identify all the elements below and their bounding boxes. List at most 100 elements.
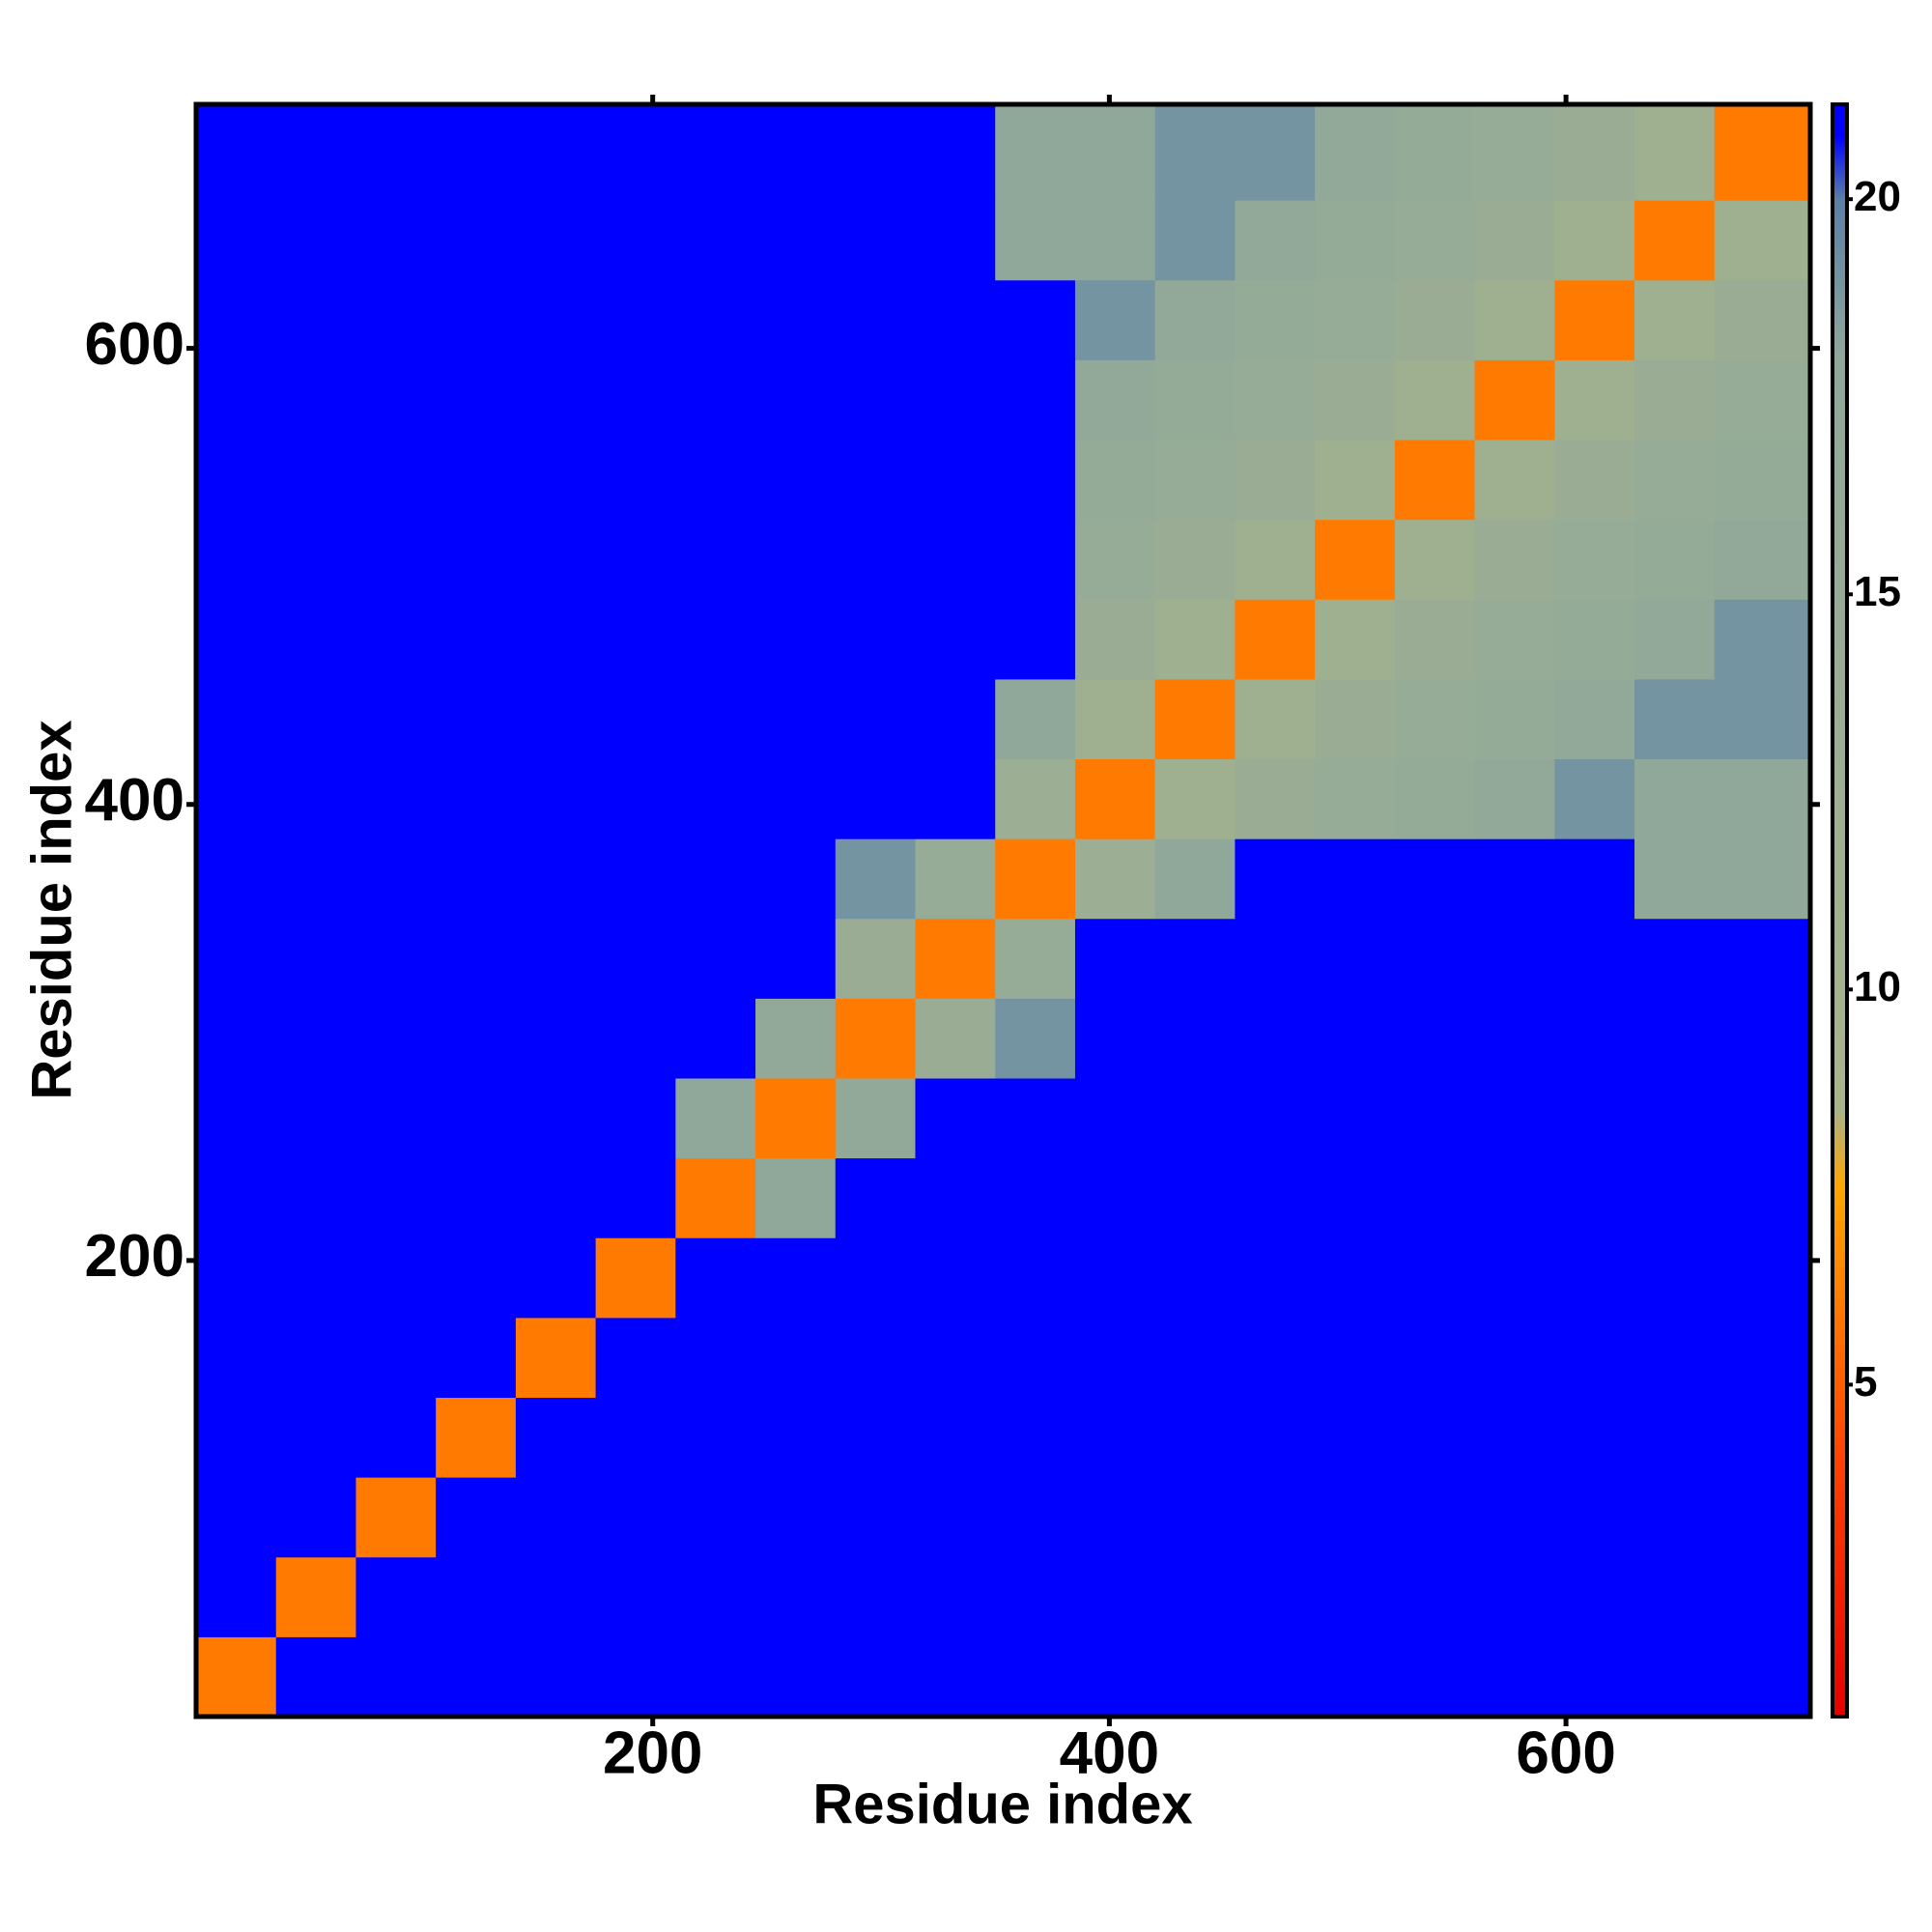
heatmap-cell xyxy=(196,599,277,680)
heatmap-cell xyxy=(915,678,996,760)
heatmap-cell xyxy=(995,1078,1076,1159)
x-tick-label: 600 xyxy=(1516,1719,1615,1786)
heatmap-cell xyxy=(436,1317,517,1399)
heatmap-cell xyxy=(196,1477,277,1558)
heatmap-cell xyxy=(1634,1556,1716,1637)
heatmap-cell xyxy=(595,279,676,360)
heatmap-cell xyxy=(1634,359,1716,440)
heatmap-cell xyxy=(1315,440,1396,521)
heatmap-cell xyxy=(595,200,676,281)
heatmap-cell xyxy=(675,838,756,920)
heatmap-cell xyxy=(595,1237,676,1319)
heatmap-cell xyxy=(1554,1078,1635,1159)
heatmap-cell xyxy=(1554,1317,1635,1399)
heatmap-cell xyxy=(915,200,996,281)
heatmap-cell xyxy=(1714,599,1811,680)
heatmap-cell xyxy=(1235,519,1316,600)
heatmap-cell xyxy=(1474,1556,1555,1637)
heatmap-cell xyxy=(755,1397,837,1478)
heatmap-cell xyxy=(1074,200,1156,281)
heatmap-cell xyxy=(1315,918,1396,999)
heatmap-cell xyxy=(275,1397,356,1478)
heatmap-cell xyxy=(355,758,437,839)
heatmap-cell xyxy=(1154,104,1236,201)
heatmap-cell xyxy=(1474,1237,1555,1319)
heatmap-cell xyxy=(1554,200,1635,281)
heatmap-cell xyxy=(755,440,837,521)
heatmap-cell xyxy=(1235,1317,1316,1399)
heatmap-cell xyxy=(595,838,676,920)
heatmap-cell xyxy=(1074,758,1156,839)
heatmap-cell xyxy=(1474,1317,1555,1399)
heatmap-cell xyxy=(515,838,597,920)
heatmap-cell xyxy=(995,1477,1076,1558)
heatmap-cell xyxy=(355,1556,437,1637)
heatmap-cell xyxy=(1315,1237,1396,1319)
heatmap-cell xyxy=(995,104,1076,201)
heatmap-cell xyxy=(275,599,356,680)
x-tick-label: 200 xyxy=(603,1719,702,1786)
heatmap-cell xyxy=(1634,918,1716,999)
heatmap-cell xyxy=(1714,1397,1811,1478)
heatmap-cell xyxy=(835,359,917,440)
heatmap-cell xyxy=(1235,1237,1316,1319)
heatmap-cell xyxy=(915,1157,996,1238)
heatmap-cell xyxy=(275,1556,356,1637)
heatmap-cell xyxy=(1474,998,1555,1079)
heatmap-cell xyxy=(436,104,517,201)
x-axis-title: Residue index xyxy=(812,1773,1192,1835)
heatmap-cell xyxy=(595,1477,676,1558)
heatmap-cell xyxy=(915,440,996,521)
heatmap-cell xyxy=(1154,1078,1236,1159)
heatmap-cell xyxy=(835,1556,917,1637)
heatmap-cell xyxy=(1634,1477,1716,1558)
heatmap-cell xyxy=(1714,1636,1811,1718)
heatmap-cell xyxy=(755,599,837,680)
heatmap-cell xyxy=(1394,104,1476,201)
heatmap-cell xyxy=(995,519,1076,600)
heatmap-cell xyxy=(1235,918,1316,999)
heatmap-cell xyxy=(275,918,356,999)
heatmap-cell xyxy=(1474,440,1555,521)
heatmap-cell xyxy=(1714,1078,1811,1159)
heatmap-cell xyxy=(1634,758,1716,839)
heatmap-cell xyxy=(915,279,996,360)
heatmap-cell xyxy=(675,678,756,760)
heatmap-cell xyxy=(995,918,1076,999)
heatmap-cell xyxy=(595,1556,676,1637)
heatmap-cell xyxy=(1554,1556,1635,1637)
heatmap-cell xyxy=(1235,1636,1316,1718)
heatmap-cell xyxy=(755,758,837,839)
heatmap-cell xyxy=(835,200,917,281)
heatmap-cell xyxy=(196,1397,277,1478)
heatmap-cell xyxy=(436,359,517,440)
heatmap-cell xyxy=(1554,104,1635,201)
heatmap-cell xyxy=(515,1556,597,1637)
heatmap-cell xyxy=(1074,359,1156,440)
heatmap-cell xyxy=(275,1317,356,1399)
heatmap-cell xyxy=(355,104,437,201)
heatmap-cell xyxy=(1474,918,1555,999)
heatmap-cell xyxy=(755,1636,837,1718)
heatmap-cell xyxy=(595,1078,676,1159)
heatmap-cell xyxy=(1634,1237,1716,1319)
heatmap-cell xyxy=(1554,998,1635,1079)
heatmap-cell xyxy=(1394,1397,1476,1478)
heatmap-cell xyxy=(1634,1317,1716,1399)
heatmap-cell xyxy=(755,519,837,600)
heatmap-cell xyxy=(436,758,517,839)
heatmap-cell xyxy=(1394,1556,1476,1637)
heatmap-cell xyxy=(1474,838,1555,920)
heatmap xyxy=(196,104,1811,1718)
heatmap-cell xyxy=(995,678,1076,760)
colorbar-tick-label: 5 xyxy=(1854,1358,1877,1406)
heatmap-cell xyxy=(1074,838,1156,920)
colorbar xyxy=(1831,102,1849,1719)
heatmap-cell xyxy=(1235,104,1316,201)
heatmap-cell xyxy=(1554,1157,1635,1238)
heatmap-cell xyxy=(436,599,517,680)
heatmap-cell xyxy=(995,599,1076,680)
heatmap-cell xyxy=(436,838,517,920)
heatmap-cell xyxy=(436,1477,517,1558)
heatmap-cell xyxy=(1315,599,1396,680)
